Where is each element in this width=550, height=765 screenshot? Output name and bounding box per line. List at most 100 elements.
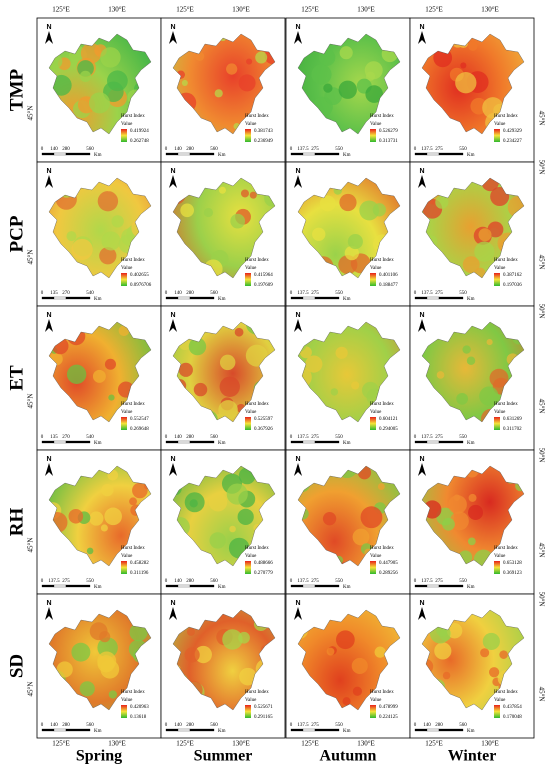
north-arrow (169, 607, 177, 620)
scale-bar (177, 296, 191, 300)
map-spot (456, 392, 469, 405)
scale-bar (177, 440, 191, 444)
legend-ramp (245, 273, 251, 286)
scale-bar (189, 440, 215, 444)
legend-max: 0.488666 (254, 561, 273, 566)
scale-label: 140 (50, 147, 58, 152)
lon-label-bottom: 130°E (357, 740, 375, 748)
lat-label: 45°N (27, 682, 35, 697)
north-arrow (294, 319, 302, 332)
scale-label: 137.5 (297, 435, 309, 440)
north-label: N (170, 24, 175, 31)
map-outline (421, 609, 525, 711)
scale-label: 550 (335, 147, 343, 152)
scale-bar (290, 584, 304, 588)
map-spot (214, 89, 223, 98)
scale-bar (41, 584, 55, 588)
legend-max: 0.458282 (130, 561, 149, 566)
scale-bar (290, 728, 304, 732)
legend-title: Hurst Index (494, 546, 518, 551)
map-spot (486, 339, 493, 346)
map-spot (499, 650, 508, 659)
scale-label: 560 (210, 579, 218, 584)
map-spot (365, 85, 383, 103)
legend-min: 0.269648 (130, 427, 149, 432)
lat-label: 45°N (537, 687, 545, 702)
map-spot (364, 61, 383, 80)
north-label: N (170, 456, 175, 463)
map-spot (108, 690, 118, 699)
scale-bar (165, 440, 179, 444)
legend-ramp (121, 561, 127, 574)
legend-max: 0.381743 (254, 129, 273, 134)
scale-bar (426, 152, 440, 156)
lat-label: 50°N (537, 160, 545, 175)
north-label: N (46, 168, 51, 175)
scale-label: 140 (174, 147, 182, 152)
scale-label: 135 (50, 291, 58, 296)
legend-title: Hurst Index (245, 690, 269, 695)
scale-unit: Km (94, 729, 102, 734)
north-arrow (45, 175, 53, 188)
legend-ramp (121, 129, 127, 142)
north-arrow (294, 175, 302, 188)
legend-title: Hurst Index (121, 690, 145, 695)
legend-subtitle: Value (370, 122, 382, 127)
map-spot (507, 196, 524, 219)
map-panel: N Hurst Index Value 0.401106 0.188477 0 137.5 2… (285, 161, 411, 307)
map-spot (474, 241, 495, 262)
scale-label: 550 (335, 291, 343, 296)
map-outline (421, 321, 525, 423)
scale-bar (177, 728, 191, 732)
map-outline (421, 465, 525, 567)
lon-label-bottom: 130°E (232, 740, 250, 748)
map-spot (88, 92, 111, 114)
north-label: N (170, 600, 175, 607)
map-outline (297, 321, 401, 423)
map-spot (203, 207, 214, 218)
legend-ramp (494, 417, 500, 430)
scale-label: 275 (435, 435, 443, 440)
legend-subtitle: Value (494, 122, 506, 127)
legend-subtitle: Value (121, 122, 133, 127)
scale-unit: Km (343, 441, 351, 446)
legend-title: Hurst Index (370, 402, 394, 407)
scale-bar (53, 152, 67, 156)
scale-unit: Km (94, 441, 102, 446)
map-spot (97, 655, 115, 673)
map-spot (335, 346, 348, 359)
map-spot (193, 382, 208, 397)
scale-label: 0 (414, 147, 417, 152)
scale-label: 560 (210, 147, 218, 152)
map-panel: N Hurst Index Value 0.552547 0.269648 0 135 270… (36, 305, 162, 451)
scale-bar (438, 440, 464, 444)
scale-label: 0 (290, 435, 293, 440)
scale-label: 280 (62, 147, 70, 152)
map-spot (104, 507, 122, 526)
scale-label: 137.5 (48, 579, 60, 584)
map-spot (435, 195, 449, 209)
north-label: N (419, 168, 424, 175)
scale-bar (302, 440, 316, 444)
scale-label: 275 (311, 435, 319, 440)
scale-bar (438, 728, 464, 732)
lon-label-bottom: 125°E (301, 740, 319, 748)
legend-title: Hurst Index (370, 114, 394, 119)
scale-bar (302, 728, 316, 732)
scale-label: 275 (311, 147, 319, 152)
scale-bar (65, 584, 91, 588)
map-outline (172, 465, 276, 567)
map-spot (194, 51, 205, 61)
scale-label: 280 (186, 435, 194, 440)
map-spot (103, 81, 124, 103)
scale-label: 140 (423, 723, 431, 728)
map-spot (359, 200, 380, 221)
scale-bar (41, 728, 55, 732)
legend-subtitle: Value (494, 698, 506, 703)
scale-label: 560 (86, 723, 94, 728)
scale-bar (314, 584, 340, 588)
scale-unit: Km (343, 585, 351, 590)
legend-title: Hurst Index (121, 402, 145, 407)
scale-label: 137.5 (297, 147, 309, 152)
scale-label: 0 (414, 723, 417, 728)
